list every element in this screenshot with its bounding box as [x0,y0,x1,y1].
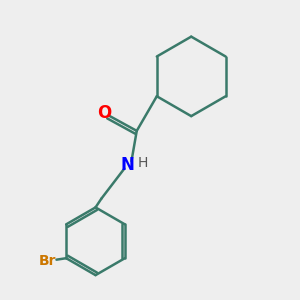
Text: N: N [121,156,135,174]
Text: H: H [138,156,148,170]
Text: O: O [97,104,112,122]
Text: Br: Br [38,254,56,268]
